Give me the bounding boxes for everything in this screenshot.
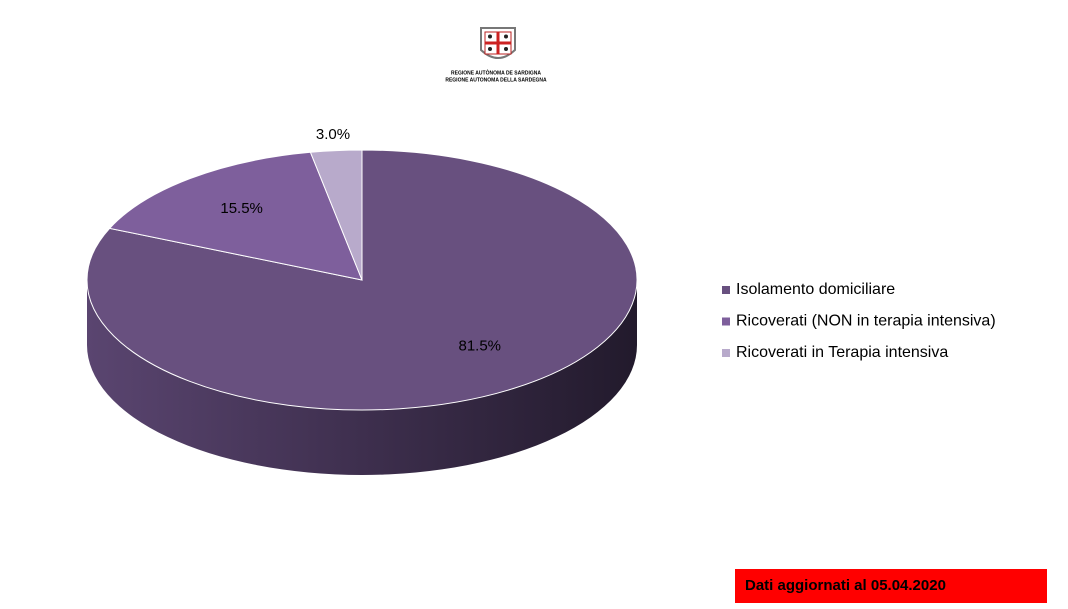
note: Dati aggiornati al 05.04.2020	[745, 577, 946, 594]
legend-swatch	[722, 349, 730, 357]
header-line: REGIONE AUTÒNOMA DE SARDIGNA	[451, 68, 541, 76]
header-line: REGIONE AUTONOMA DELLA SARDEGNA	[445, 77, 547, 83]
note-box	[735, 569, 1047, 603]
slice	[86, 149, 638, 411]
data-label: 15.5%	[220, 200, 263, 217]
logo: REGIONE AUTÒNOMA DE SARDIGNA REGIONE AUT…	[445, 27, 547, 83]
legend-swatch	[722, 286, 730, 294]
data-label: 81.5%	[458, 338, 501, 355]
slice-side	[87, 280, 637, 475]
legend-label: Ricoverati in Terapia intensiva	[736, 344, 948, 361]
legend-label: Isolamento domiciliare	[736, 281, 895, 298]
slice	[108, 151, 363, 281]
data-label: 3.0%	[316, 126, 350, 143]
slice	[309, 149, 363, 281]
legend-swatch	[722, 317, 730, 326]
legend-label: Ricoverati (NON in terapia intensiva)	[736, 313, 996, 330]
